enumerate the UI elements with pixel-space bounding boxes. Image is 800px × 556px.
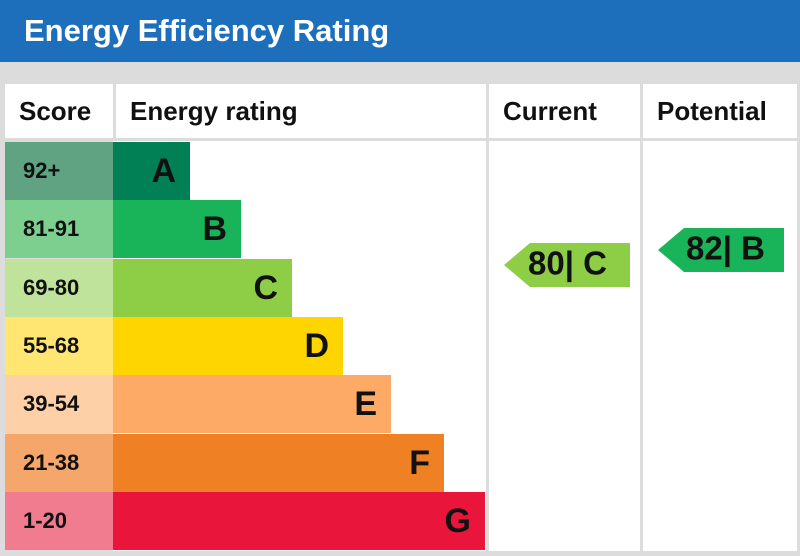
header: Energy Efficiency Rating bbox=[0, 0, 800, 62]
rating-bar: F bbox=[113, 433, 444, 492]
potential-label: 82| B bbox=[686, 230, 765, 267]
rating-bar: A bbox=[113, 142, 190, 200]
potential-column bbox=[643, 141, 797, 551]
score-cell: 39-54 bbox=[5, 375, 113, 434]
score-cell: 69-80 bbox=[5, 258, 113, 317]
header-cell: Potential bbox=[643, 84, 797, 138]
rating-bar: D bbox=[113, 316, 343, 375]
rating-bar: G bbox=[113, 491, 485, 550]
header-cell: Score bbox=[5, 84, 113, 138]
current-arrow bbox=[504, 243, 630, 287]
score-cell: 1-20 bbox=[5, 491, 113, 550]
title: Energy Efficiency Rating bbox=[24, 13, 390, 48]
current-column bbox=[489, 141, 640, 551]
rating-bar: B bbox=[113, 200, 241, 259]
header-cell: Energy rating bbox=[116, 84, 486, 138]
current-label: 80| C bbox=[528, 245, 607, 282]
potential-arrow bbox=[658, 228, 784, 272]
score-cell: 55-68 bbox=[5, 316, 113, 375]
score-cell: 21-38 bbox=[5, 433, 113, 492]
score-cell: 81-91 bbox=[5, 200, 113, 259]
rating-bar: C bbox=[113, 258, 292, 317]
rating-bar: E bbox=[113, 375, 391, 434]
score-cell: 92+ bbox=[5, 142, 113, 200]
header-cell: Current bbox=[489, 84, 640, 138]
